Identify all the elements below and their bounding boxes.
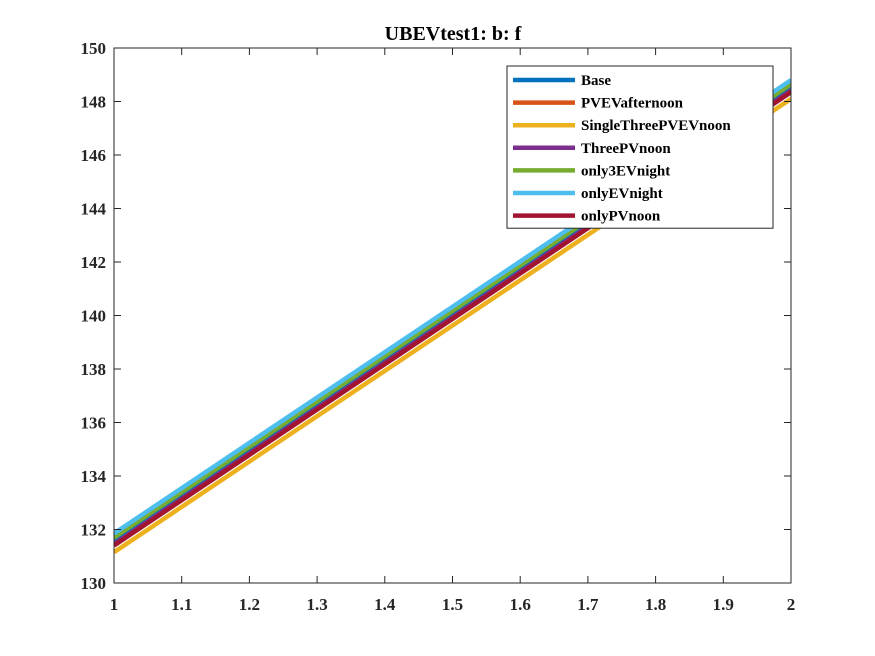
x-tick-label: 2: [787, 595, 796, 614]
x-tick-label: 1.4: [374, 595, 396, 614]
x-tick-label: 1.5: [442, 595, 463, 614]
x-tick-label: 1.3: [306, 595, 327, 614]
legend-entry-only3EVnight: only3EVnight: [581, 163, 670, 179]
x-tick-label: 1.2: [239, 595, 260, 614]
chart-title: UBEVtest1: b: f: [385, 23, 522, 45]
y-tick-label: 150: [81, 39, 107, 58]
x-tick-label: 1: [110, 595, 119, 614]
legend-entry-Base: Base: [581, 73, 611, 89]
y-tick-label: 132: [81, 521, 107, 540]
y-tick-label: 142: [81, 253, 107, 272]
y-axis: 130 132 134 136 138 140 142 144 146 148 150: [81, 39, 791, 593]
x-tick-label: 1.6: [510, 595, 531, 614]
legend-entry-onlyEVnight: onlyEVnight: [581, 186, 663, 202]
y-tick-label: 140: [81, 307, 107, 326]
legend-entry-SingleThreePVEVnoon: SingleThreePVEVnoon: [581, 118, 731, 134]
y-tick-label: 134: [81, 467, 107, 486]
y-tick-label: 144: [81, 200, 107, 219]
x-axis: 1 1.1 1.2 1.3 1.4 1.5 1.6 1.7 1.8 1.9 2: [110, 48, 796, 614]
y-tick-label: 136: [81, 414, 107, 433]
x-tick-label: 1.1: [171, 595, 192, 614]
x-tick-label: 1.9: [713, 595, 734, 614]
y-tick-label: 148: [81, 93, 107, 112]
y-tick-label: 138: [81, 360, 107, 379]
legend-entry-onlyPVnoon: onlyPVnoon: [581, 209, 661, 225]
legend-entry-PVEVafternoon: PVEVafternoon: [581, 96, 684, 112]
y-tick-label: 146: [81, 146, 107, 165]
x-tick-label: 1.8: [645, 595, 666, 614]
y-tick-label: 130: [81, 574, 107, 593]
legend: Base PVEVafternoon SingleThreePVEVnoon Thre…: [506, 65, 774, 229]
legend-entry-ThreePVnoon: ThreePVnoon: [581, 141, 671, 157]
x-tick-label: 1.7: [577, 595, 599, 614]
